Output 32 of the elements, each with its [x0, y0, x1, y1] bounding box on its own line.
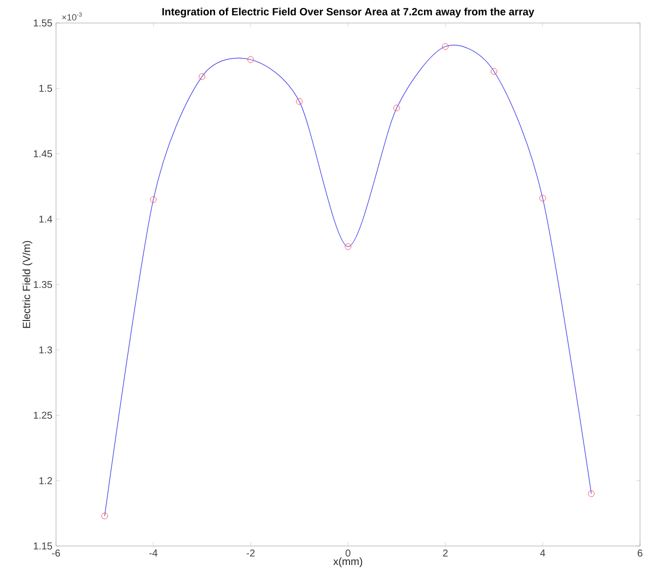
y-tick-label: 1.3 [39, 346, 52, 354]
point [198, 73, 206, 80]
x-tick-label: 2 [443, 550, 448, 556]
y-tick-label: 1.5 [39, 84, 52, 92]
y-tick-label: 1.35 [34, 280, 52, 288]
point [101, 512, 108, 520]
x-axis-title: x(mm) [333, 557, 362, 568]
y-tick-label: 1.45 [34, 150, 52, 158]
point [588, 490, 595, 497]
y-tick-label: 1.2 [39, 477, 52, 484]
point [442, 43, 449, 50]
y-tick-label: 1.15 [34, 542, 52, 550]
line-series [104, 45, 592, 516]
chart-title: Integration of Electric Field Over Sensor Area at 7.2cm away from the array [162, 8, 534, 18]
y-tick-label: 1.55 [34, 20, 52, 26]
x-tick-label: -4 [149, 550, 158, 556]
point [393, 104, 400, 112]
x-tick-label: -2 [246, 550, 255, 556]
point [539, 194, 546, 202]
point [296, 98, 303, 105]
x-tick-label: 6 [638, 550, 642, 557]
x-tick-label: 4 [540, 550, 546, 556]
y-axis-title: Electric Field (V/m) [22, 240, 32, 328]
x-tick-label: 0 [346, 550, 350, 557]
y-tick-label: 1.4 [39, 216, 52, 223]
point [344, 243, 352, 250]
y-tick-label: 1.25 [34, 412, 52, 419]
point [247, 56, 254, 63]
point [490, 68, 498, 75]
x-tick-label: -6 [52, 550, 60, 557]
text: ×10$^{-3}$ [62, 12, 82, 20]
point [150, 196, 157, 203]
